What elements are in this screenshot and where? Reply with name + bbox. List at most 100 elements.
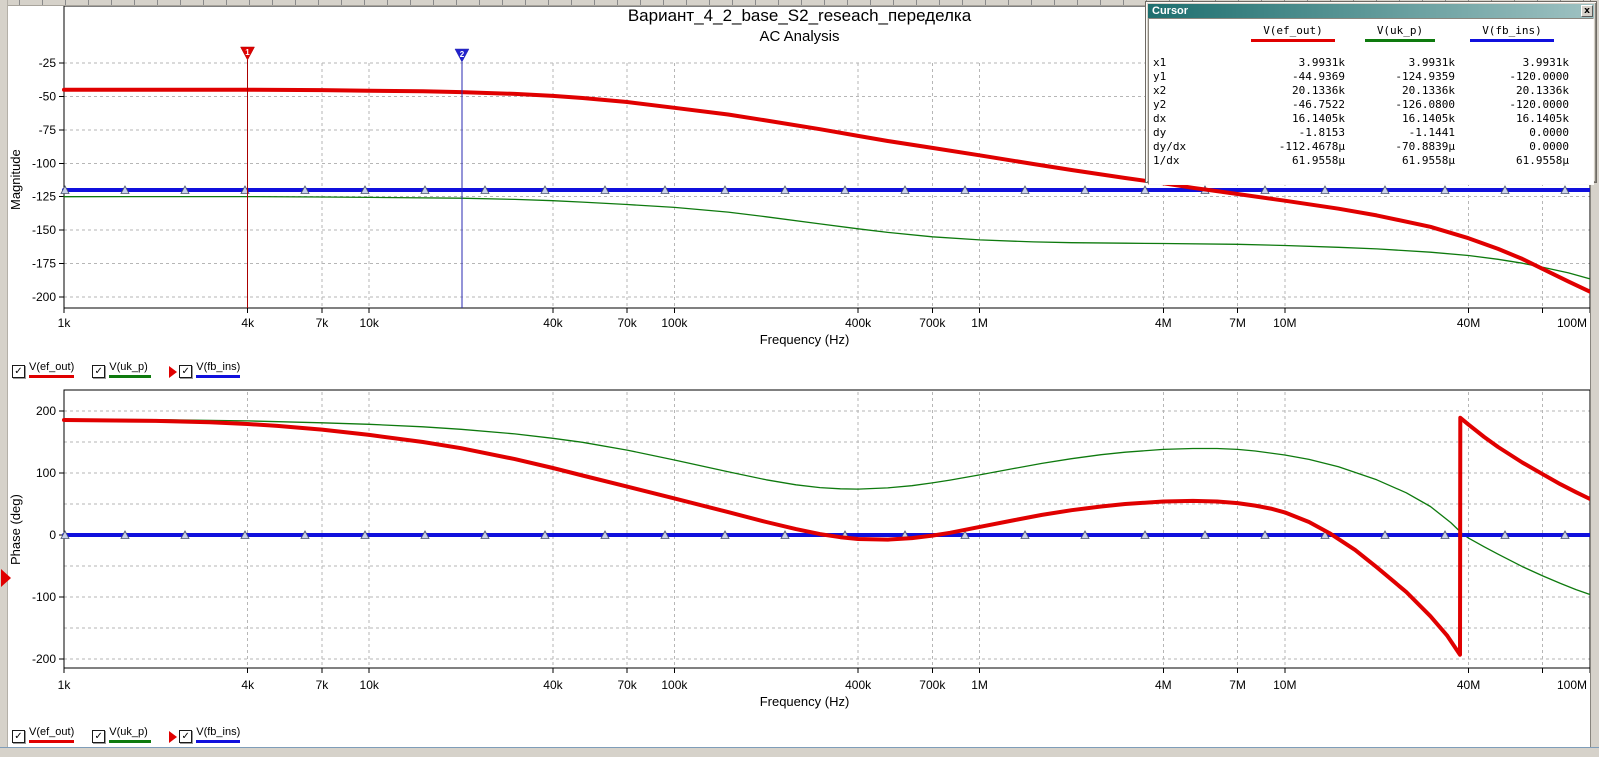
cursor-value: 16.1405k [1402, 111, 1455, 125]
x-tick-label: 700k [919, 316, 946, 330]
cursor-value: 3.9931k [1522, 55, 1569, 69]
cursor-row-label: dy [1153, 125, 1167, 139]
phase-legend: ✓ V(ef_out) ✓ V(uk_p) ✓ V(fb_ins) [12, 719, 241, 743]
cursor-row-label: y2 [1153, 97, 1167, 111]
y-tick-label: 0 [49, 528, 56, 542]
legend-checkbox-v-fb-ins[interactable]: ✓ [179, 365, 193, 378]
trace-point-markers [60, 530, 1570, 539]
cursor-row-label: x2 [1153, 83, 1167, 97]
cursor-2: 2 [454, 48, 470, 308]
y-tick-label: -25 [39, 56, 57, 70]
x-tick-label: 400k [845, 678, 872, 692]
cursor-value: 20.1336k [1292, 83, 1345, 97]
legend-color-bar [196, 740, 241, 743]
window-border-left [0, 0, 8, 757]
active-plot-arrow-icon [1, 569, 11, 587]
x-tick-label: 1k [58, 678, 72, 692]
legend-color-bar [29, 740, 75, 743]
phase-axis-title: Phase (deg) [8, 494, 23, 566]
cursor-row: dy/dx -112.4678µ -70.8839µ 0.0000 [1153, 139, 1569, 153]
y-tick-label: -200 [32, 652, 56, 666]
cursor-panel[interactable]: Cursor x V(ef_out) V(uk_p) V(fb_ins) x1 3.99… [1145, 1, 1597, 185]
phase-x-axis-title: Frequency (Hz) [759, 694, 850, 709]
y-tick-label: 200 [36, 404, 56, 418]
legend-checkbox-v-fb-ins[interactable]: ✓ [179, 730, 193, 743]
page-title: Вариант_4_2_base_S2_reseach_переделка [627, 6, 972, 25]
x-tick-label: 7M [1229, 316, 1246, 330]
y-tick-label: -75 [39, 123, 57, 137]
x-tick-label: 7k [316, 316, 330, 330]
cursor-column-header: V(fb_ins) [1470, 24, 1554, 42]
cursor-value: -1.1441 [1408, 125, 1455, 139]
y-tick-label: -50 [39, 89, 57, 103]
legend-color-bar [196, 375, 241, 378]
x-tick-label: 4k [241, 678, 255, 692]
cursor-value: 0.0000 [1529, 125, 1569, 139]
legend-checkbox-v-ef-out[interactable]: ✓ [12, 730, 25, 743]
x-tick-label: 100k [661, 678, 688, 692]
cursor-value: 16.1405k [1516, 111, 1569, 125]
cursor-flag[interactable] [454, 48, 470, 63]
x-tick-label: 100k [661, 316, 688, 330]
y-tick-label: -100 [32, 590, 56, 604]
legend-label: V(ef_out) [29, 361, 75, 373]
cursor-value: -124.9359 [1395, 69, 1455, 83]
cursor-value: -112.4678µ [1278, 139, 1345, 153]
magnitude-x-axis-title: Frequency (Hz) [759, 332, 850, 347]
y-tick-label: -125 [32, 190, 56, 204]
window-border-bottom [0, 747, 1599, 757]
legend-label: V(uk_p) [109, 361, 148, 373]
legend-checkbox-v-uk-p[interactable]: ✓ [92, 730, 106, 743]
cursor-flag[interactable] [240, 46, 255, 61]
cursor-row: x2 20.1336k 20.1336k 20.1336k [1153, 83, 1569, 97]
analysis-type-title: AC Analysis [759, 28, 840, 45]
trace-v-uk-p- [63, 195, 1591, 280]
x-tick-label: 10M [1273, 316, 1296, 330]
y-tick-label: -150 [32, 223, 56, 237]
x-tick-label: 40k [543, 316, 563, 330]
x-tick-label: 70k [617, 678, 637, 692]
phase-plot: 1k 4k 7k 10k 40k 70k 100k 400k 700k 1M 4M 7M 10M 40M 1… [32, 389, 1592, 692]
legend-item: ✓ V(ef_out) [12, 361, 75, 378]
cursor-column-header: V(uk_p) [1364, 24, 1436, 42]
cursor-value: 61.9558µ [1402, 153, 1455, 167]
magnitude-legend: ✓ V(ef_out) ✓ V(uk_p) ✓ V(fb_ins) [12, 354, 241, 378]
trace-v-ef-out- [62, 87, 1592, 294]
x-tick-label: 700k [919, 678, 946, 692]
legend-item: ✓ V(fb_ins) [169, 362, 241, 378]
cursor-value: 3.9931k [1408, 55, 1455, 69]
cursor-table: V(ef_out) V(uk_p) V(fb_ins) x1 3.9931k 3.9931… [1148, 18, 1594, 185]
legend-item: ✓ V(uk_p) [92, 361, 152, 378]
legend-label: V(fb_ins) [196, 726, 241, 738]
cursor-row: y1 -44.9369 -124.9359 -120.0000 [1153, 69, 1569, 83]
cursor-value: -46.7522 [1292, 97, 1345, 111]
x-tick-label: 40k [543, 678, 563, 692]
cursor-value: 0.0000 [1529, 139, 1569, 153]
legend-checkbox-v-ef-out[interactable]: ✓ [12, 365, 25, 378]
x-tick-label: 1M [971, 678, 988, 692]
close-icon[interactable]: x [1581, 5, 1593, 17]
h-gridlines [64, 62, 1590, 298]
x-tick-label: 400k [845, 316, 872, 330]
legend-checkbox-v-uk-p[interactable]: ✓ [92, 365, 106, 378]
plot-border [63, 389, 1591, 669]
cursor-row: 1/dx 61.9558µ 61.9558µ 61.9558µ [1153, 153, 1569, 167]
cursor-flag-number: 1 [245, 48, 250, 57]
cursor-value: 20.1336k [1516, 83, 1569, 97]
cursor-row: y2 -46.7522 -126.0800 -120.0000 [1153, 97, 1569, 111]
x-tick-label: 10k [360, 316, 380, 330]
cursor-row: x1 3.9931k 3.9931k 3.9931k [1153, 55, 1569, 69]
cursor-value: -120.0000 [1509, 69, 1569, 83]
x-tick-label: 7k [316, 678, 330, 692]
legend-item: ✓ V(ef_out) [12, 727, 75, 743]
magnitude-axis-title: Magnitude [8, 149, 23, 211]
cursor-value: 61.9558µ [1516, 153, 1569, 167]
x-tick-label: 4M [1155, 678, 1172, 692]
cursor-panel-titlebar[interactable]: Cursor x [1148, 4, 1594, 18]
y-tick-label: 100 [36, 466, 56, 480]
legend-label: V(uk_p) [109, 726, 148, 738]
x-tick-label: 10k [360, 678, 380, 692]
x-tick-label: 7M [1229, 678, 1246, 692]
